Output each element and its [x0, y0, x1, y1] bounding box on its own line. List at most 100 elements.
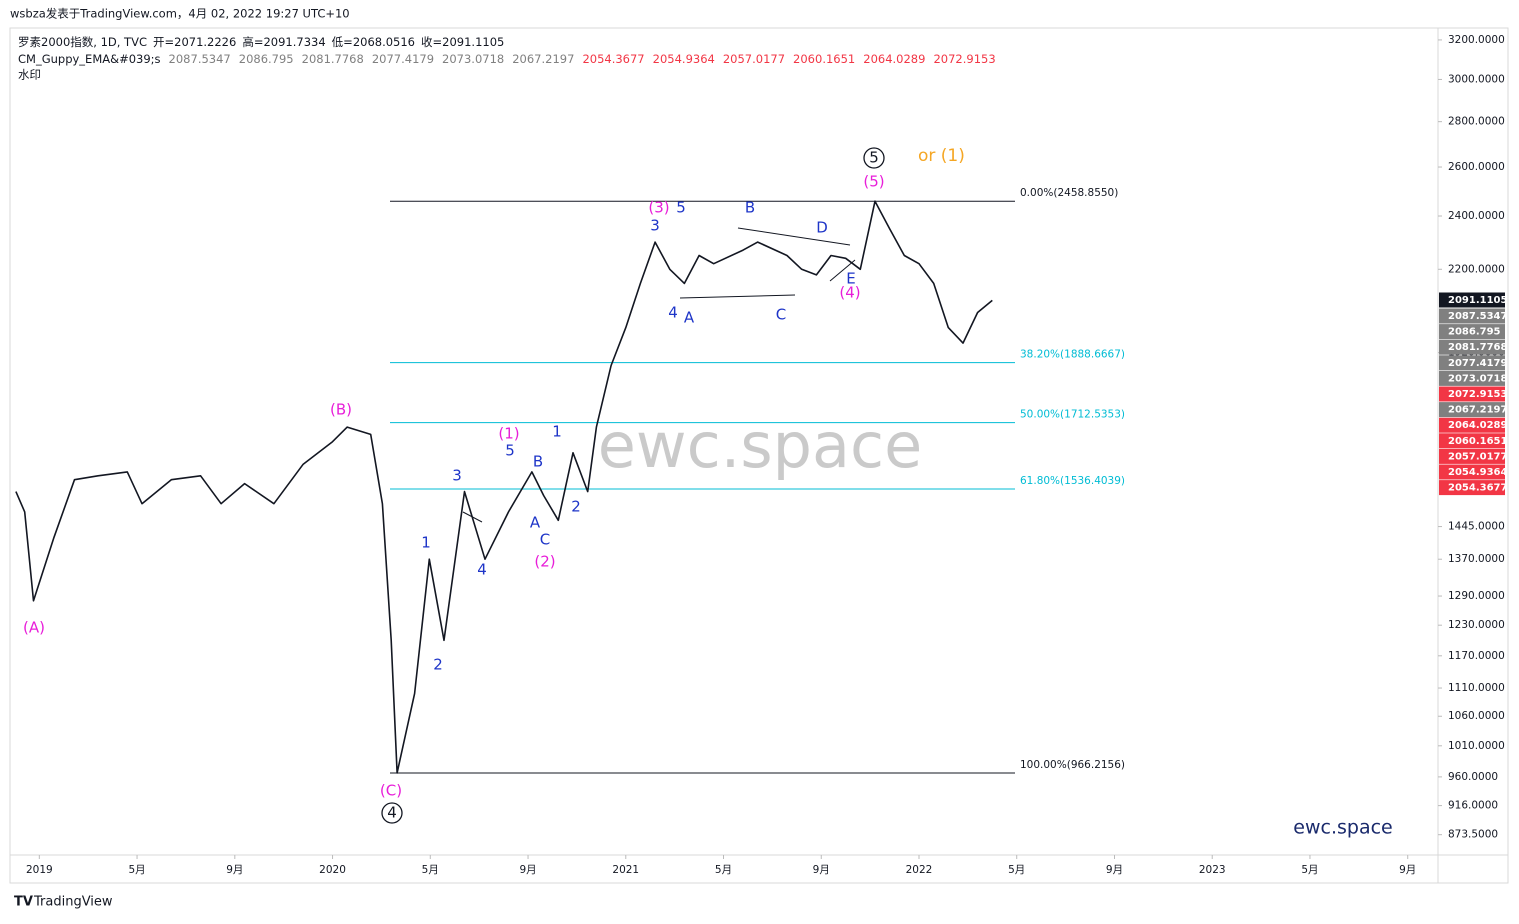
price-tag [1439, 464, 1505, 480]
x-tick-label: 2022 [906, 864, 933, 876]
legend-item: 2091.7334 [263, 35, 325, 49]
x-tick-label: 9月 [226, 864, 243, 876]
fib-label: 61.80%(1536.4039) [1020, 475, 1125, 487]
price-tag [1439, 417, 1505, 433]
price-tag [1439, 324, 1505, 340]
legend-item: 2054.3677 [582, 52, 644, 66]
price-tag [1439, 292, 1505, 308]
publisher: wsbza发表于TradingView.com，4月 02, 2022 19:2… [10, 7, 350, 21]
x-tick-label: 2019 [26, 864, 53, 876]
price-tag-label: 2072.9153 [1448, 389, 1508, 400]
symbol-legend: 罗素2000指数, 1D, TVC 开=2071.2226 高=2091.7334 低… [18, 35, 504, 49]
wave-label: (A) [23, 619, 45, 637]
wave-label: 1 [552, 423, 562, 441]
price-tag-label: 2067.2197 [1448, 405, 1508, 416]
x-tick-label: 2020 [319, 864, 346, 876]
price-tag-label: 2091.1105 [1448, 295, 1508, 306]
price-tag-label: 2054.9364 [1448, 467, 1508, 478]
y-tick-label: 2400.0000 [1448, 210, 1505, 222]
price-tag [1439, 339, 1505, 355]
wave-label: 3 [452, 467, 462, 485]
wave-label: 2 [433, 656, 443, 674]
x-tick-label: 9月 [813, 864, 830, 876]
price-line [15, 200, 993, 774]
price-tag-label: 2054.3677 [1448, 483, 1508, 494]
price-tag [1439, 448, 1505, 464]
y-tick-label: 1445.0000 [1448, 521, 1505, 533]
wave-circle [863, 147, 885, 169]
y-tick-label: 1010.0000 [1448, 740, 1505, 752]
legend-item: 2064.0289 [863, 52, 925, 66]
x-tick-label: 5月 [422, 864, 439, 876]
wave-label: (1) [498, 425, 519, 443]
watermark: ewc.space [598, 409, 923, 482]
wave-label: 2 [571, 498, 581, 516]
fib-label: 38.20%(1888.6667) [1020, 349, 1125, 361]
legend-item: 2091.1105 [442, 35, 504, 49]
price-tag [1439, 355, 1505, 371]
wave-label: E [846, 270, 855, 288]
price-tag [1439, 370, 1505, 386]
wave-label: (3) [648, 199, 669, 217]
legend-item: 收= [421, 35, 442, 49]
y-tick-label: 873.5000 [1448, 829, 1498, 841]
price-tag-label: 2087.5347 [1448, 311, 1508, 322]
legend-item: 高= [242, 35, 263, 49]
wave-label: (4) [839, 284, 860, 302]
legend-item: 2067.2197 [512, 52, 574, 66]
legend-item: 2081.7768 [302, 52, 364, 66]
y-tick-label: 1170.0000 [1448, 650, 1505, 662]
wave-label: 4 [387, 804, 397, 822]
x-tick-label: 5月 [1008, 864, 1025, 876]
y-tick-label: 2600.0000 [1448, 161, 1505, 173]
x-tick-label: 2021 [612, 864, 639, 876]
legend-item: 2077.4179 [372, 52, 434, 66]
y-tick-label: 1110.0000 [1448, 682, 1505, 694]
wave-label: B [533, 453, 543, 471]
legend-item: 开= [153, 35, 174, 49]
wave-circle [381, 802, 403, 824]
x-tick-label: 9月 [1399, 864, 1416, 876]
legend-item: 2060.1651 [793, 52, 855, 66]
trend-lines [462, 227, 856, 523]
chart-frame [9, 27, 1509, 884]
legend-item: 2057.0177 [723, 52, 785, 66]
wave-label: A [684, 309, 695, 327]
x-tick-label: 2023 [1199, 864, 1226, 876]
wave-label: 5 [676, 199, 686, 217]
y-tick-label: 3000.0000 [1448, 73, 1505, 85]
price-tag-label: 2077.4179 [1448, 358, 1508, 369]
legend-item: 2054.9364 [653, 52, 715, 66]
brand: TradingView [33, 895, 113, 910]
legend-item: 2068.0516 [353, 35, 415, 49]
y-tick-label: 916.0000 [1448, 800, 1498, 812]
x-tick-label: 5月 [1301, 864, 1318, 876]
wave-label: 4 [668, 304, 678, 322]
wave-label: (B) [330, 401, 352, 419]
trend-line [829, 259, 856, 282]
price-tag [1439, 402, 1505, 418]
y-tick-label: 1230.0000 [1448, 619, 1505, 631]
price-tag-label: 2073.0718 [1448, 373, 1508, 384]
wave-label: 3 [650, 217, 660, 235]
legend-item: 2086.795 [239, 52, 294, 66]
fib-label: 0.00%(2458.8550) [1020, 187, 1118, 199]
y-tick-label: 1370.0000 [1448, 553, 1505, 565]
wave-label: 5 [505, 442, 515, 460]
y-tick-label: 960.0000 [1448, 771, 1498, 783]
price-tag-label: 2064.0289 [1448, 420, 1508, 431]
fib-label: 50.00%(1712.5353) [1020, 409, 1125, 421]
wave-label: (2) [534, 553, 555, 571]
legend-item: 2071.2226 [174, 35, 236, 49]
y-tick-label: 2800.0000 [1448, 116, 1505, 128]
legend-item: 低= [332, 35, 353, 49]
price-tag-label: 2057.0177 [1448, 451, 1508, 462]
trend-line [737, 227, 851, 246]
wave-label: (5) [863, 173, 884, 191]
y-tick-label: 1290.0000 [1448, 590, 1505, 602]
wave-label: 5 [869, 149, 879, 167]
y-tick-label: 1060.0000 [1448, 710, 1505, 722]
fib-label: 100.00%(966.2156) [1020, 759, 1125, 771]
wave-label: C [540, 531, 550, 549]
